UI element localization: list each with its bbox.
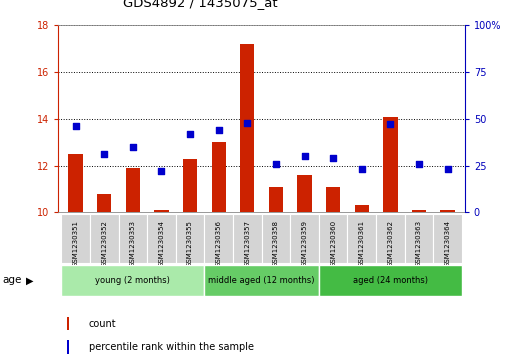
Point xyxy=(129,144,137,150)
Bar xyxy=(176,214,204,263)
Text: young (2 months): young (2 months) xyxy=(96,276,170,285)
Bar xyxy=(405,214,433,263)
Bar xyxy=(69,154,83,212)
Text: GSM1230354: GSM1230354 xyxy=(158,220,165,267)
Bar xyxy=(67,317,69,330)
Bar xyxy=(204,214,233,263)
Point xyxy=(100,151,108,157)
Bar xyxy=(376,214,405,263)
Text: GSM1230357: GSM1230357 xyxy=(244,220,250,267)
Bar xyxy=(183,159,197,212)
Point xyxy=(358,167,366,172)
Bar xyxy=(433,214,462,263)
Point xyxy=(301,153,309,159)
Text: GSM1230355: GSM1230355 xyxy=(187,220,193,267)
Bar xyxy=(125,168,140,212)
Point xyxy=(243,120,251,126)
Text: GSM1230363: GSM1230363 xyxy=(416,220,422,267)
Point xyxy=(329,155,337,161)
Bar xyxy=(154,210,169,212)
Point xyxy=(186,131,194,137)
Bar xyxy=(90,214,118,263)
Bar xyxy=(269,187,283,212)
Bar xyxy=(97,194,111,212)
Text: GSM1230352: GSM1230352 xyxy=(101,220,107,267)
Point xyxy=(415,161,423,167)
Bar xyxy=(67,340,69,354)
Text: age: age xyxy=(3,276,22,285)
Bar xyxy=(347,214,376,263)
Bar xyxy=(297,175,312,212)
Point xyxy=(214,127,223,133)
Bar xyxy=(383,117,398,212)
Text: GSM1230351: GSM1230351 xyxy=(73,220,79,267)
Bar xyxy=(204,265,319,296)
Point xyxy=(387,122,395,127)
Point xyxy=(443,167,452,172)
Bar xyxy=(326,187,340,212)
Text: GSM1230360: GSM1230360 xyxy=(330,220,336,267)
Text: aged (24 months): aged (24 months) xyxy=(353,276,428,285)
Point xyxy=(272,161,280,167)
Bar xyxy=(290,214,319,263)
Bar xyxy=(262,214,290,263)
Bar xyxy=(355,205,369,212)
Text: GSM1230358: GSM1230358 xyxy=(273,220,279,267)
Text: GSM1230356: GSM1230356 xyxy=(216,220,221,267)
Text: GSM1230359: GSM1230359 xyxy=(302,220,307,267)
Bar xyxy=(233,214,262,263)
Text: middle aged (12 months): middle aged (12 months) xyxy=(208,276,315,285)
Text: count: count xyxy=(89,318,116,329)
Bar xyxy=(61,214,90,263)
Text: GSM1230361: GSM1230361 xyxy=(359,220,365,267)
Text: GDS4892 / 1435075_at: GDS4892 / 1435075_at xyxy=(123,0,278,9)
Bar xyxy=(118,214,147,263)
Text: GSM1230353: GSM1230353 xyxy=(130,220,136,267)
Point xyxy=(72,123,80,129)
Bar xyxy=(319,214,347,263)
Bar xyxy=(147,214,176,263)
Bar xyxy=(240,44,255,212)
Bar xyxy=(61,265,204,296)
Bar xyxy=(319,265,462,296)
Text: percentile rank within the sample: percentile rank within the sample xyxy=(89,342,254,352)
Text: GSM1230362: GSM1230362 xyxy=(388,220,393,267)
Bar xyxy=(211,142,226,212)
Point xyxy=(157,168,166,174)
Bar xyxy=(440,210,455,212)
Text: GSM1230364: GSM1230364 xyxy=(444,220,451,267)
Bar xyxy=(412,210,426,212)
Text: ▶: ▶ xyxy=(26,276,34,285)
